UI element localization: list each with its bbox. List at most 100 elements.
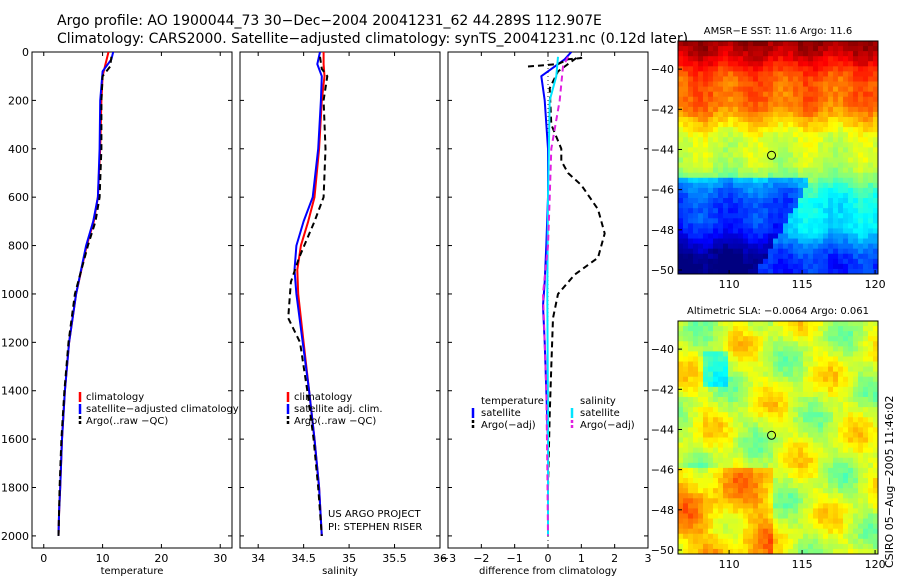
heatmap-cell: [713, 432, 719, 438]
heatmap-cell: [698, 341, 704, 347]
heatmap-cell: [813, 177, 819, 184]
heatmap-cell: [773, 427, 779, 433]
heatmap-cell: [788, 543, 794, 550]
heatmap-cell: [748, 192, 754, 199]
heatmap-cell: [778, 518, 784, 525]
heatmap-cell: [788, 213, 794, 219]
heatmap-cell: [863, 427, 869, 433]
heatmap-cell: [823, 71, 829, 77]
heatmap-cell: [773, 543, 779, 550]
heatmap-cell: [743, 493, 749, 499]
heatmap-cell: [698, 457, 704, 464]
heatmap-cell: [713, 523, 719, 530]
heatmap-cell: [853, 533, 859, 540]
heatmap-cell: [713, 116, 719, 123]
heatmap-cell: [808, 228, 814, 234]
heatmap-cell: [738, 538, 744, 545]
heatmap-cell: [698, 543, 704, 550]
heatmap-cell: [798, 101, 804, 108]
heatmap-cell: [808, 162, 814, 169]
heatmap-cell: [828, 162, 834, 169]
heatmap-cell: [838, 437, 844, 443]
heatmap-cell: [768, 543, 774, 550]
heatmap-cell: [788, 198, 794, 204]
heatmap-cell: [723, 182, 729, 189]
heatmap-cell: [833, 228, 839, 234]
heatmap-cell: [758, 157, 764, 163]
heatmap-cell: [733, 122, 739, 128]
heatmap-cell: [733, 137, 739, 143]
heatmap-cell: [733, 462, 739, 469]
heatmap-cell: [798, 51, 804, 57]
heatmap-cell: [873, 263, 879, 270]
heatmap-cell: [773, 243, 779, 250]
heatmap-cell: [793, 462, 799, 469]
heatmap-cell: [813, 76, 819, 82]
heatmap-cell: [858, 86, 864, 93]
heatmap-cell: [803, 51, 809, 57]
heatmap-cell: [813, 478, 819, 484]
heatmap-cell: [713, 56, 719, 62]
heatmap-cell: [853, 111, 859, 118]
heatmap-cell: [723, 483, 729, 489]
heatmap-cell: [768, 462, 774, 469]
heatmap-cell: [778, 46, 784, 52]
heatmap-cell: [843, 203, 849, 209]
heatmap-cell: [853, 478, 859, 484]
heatmap-cell: [738, 533, 744, 540]
heatmap-cell: [813, 366, 819, 373]
heatmap-cell: [748, 162, 754, 169]
heatmap-cell: [773, 263, 779, 270]
heatmap-cell: [748, 208, 754, 214]
heatmap-cell: [848, 396, 854, 403]
heatmap-cell: [848, 437, 854, 443]
heatmap-cell: [693, 192, 699, 199]
heatmap-cell: [698, 218, 704, 224]
heatmap-cell: [823, 132, 829, 138]
heatmap-cell: [693, 137, 699, 143]
heatmap-cell: [763, 396, 769, 403]
x-tick-label: 3: [645, 552, 652, 565]
heatmap-cell: [873, 472, 879, 479]
heatmap-cell: [793, 248, 799, 255]
heatmap-cell: [843, 341, 849, 347]
heatmap-cell: [748, 258, 754, 265]
heatmap-cell: [688, 243, 694, 250]
heatmap-cell: [723, 101, 729, 108]
heatmap-cell: [873, 106, 879, 113]
heatmap-cell: [753, 46, 759, 52]
heatmap-cell: [773, 122, 779, 128]
heatmap-cell: [838, 508, 844, 514]
heatmap-cell: [868, 523, 874, 530]
heatmap-cell: [688, 498, 694, 504]
heatmap-cell: [868, 258, 874, 265]
heatmap-cell: [763, 356, 769, 362]
heatmap-cell: [768, 86, 774, 93]
heatmap-cell: [813, 488, 819, 494]
heatmap-cell: [678, 96, 684, 103]
heatmap-cell: [683, 233, 689, 239]
heatmap-cell: [703, 528, 709, 535]
heatmap-cell: [768, 208, 774, 214]
heatmap-cell: [783, 386, 789, 393]
heatmap-cell: [733, 472, 739, 479]
heatmap-cell: [698, 167, 704, 174]
heatmap-cell: [848, 253, 854, 260]
heatmap-cell: [773, 472, 779, 479]
heatmap-cell: [848, 321, 854, 327]
heatmap-cell: [753, 203, 759, 209]
heatmap-cell: [813, 116, 819, 123]
heatmap-cell: [873, 351, 879, 357]
heatmap-cell: [798, 513, 804, 519]
heatmap-cell: [723, 248, 729, 255]
heatmap-cell: [828, 223, 834, 229]
heatmap-cell: [748, 381, 754, 388]
heatmap-cell: [828, 91, 834, 98]
heatmap-cell: [853, 61, 859, 67]
heatmap-cell: [823, 167, 829, 174]
heatmap-cell: [733, 243, 739, 250]
heatmap-cell: [773, 268, 779, 275]
heatmap-cell: [748, 437, 754, 443]
plot-area: [31, 51, 233, 549]
heatmap-cell: [838, 248, 844, 255]
